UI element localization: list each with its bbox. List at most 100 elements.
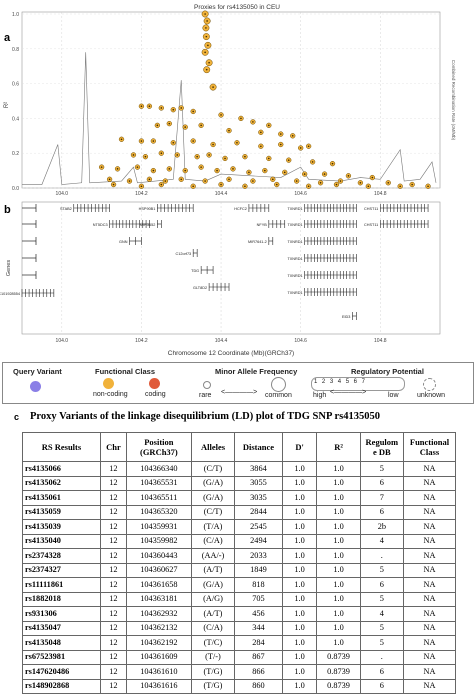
table-header-row: RS Results Chr Position (GRCh37) Alleles Dis… xyxy=(22,432,457,462)
table-cell: 1.0 xyxy=(281,591,318,607)
panel-a-right-label: Combined Recombination Rate (cM/Mb) xyxy=(451,60,456,141)
gene-label: TXNRD1 xyxy=(287,274,302,278)
table-cell: NA xyxy=(402,519,457,535)
ld-point-center xyxy=(240,117,242,120)
ld-point-center xyxy=(184,169,187,172)
legend-rare: rare xyxy=(199,392,212,399)
ld-point-center xyxy=(427,185,429,188)
table-cell: (A/T) xyxy=(190,562,236,578)
table-cell: NA xyxy=(402,504,457,520)
table-cell: 5 xyxy=(359,635,404,651)
table-cell: 1.0 xyxy=(316,490,361,506)
ld-point-center xyxy=(168,168,171,170)
legend-non-coding: non-coding xyxy=(93,391,128,398)
table-cell: 1849 xyxy=(234,562,283,578)
table-cell: 1.0 xyxy=(281,475,318,491)
rare-circle xyxy=(203,381,211,389)
table-cell: 705 xyxy=(234,591,283,607)
a-ytick-label: 0.4 xyxy=(12,116,19,122)
panel-a-chart: Proxies for rs4135050 in CEU 1.0 0.8 0.6 0.… xyxy=(4,4,456,197)
gene-label: TXNRD1 xyxy=(287,240,302,244)
ld-point-center xyxy=(148,178,151,181)
ld-point-center xyxy=(224,157,226,160)
ld-point-center xyxy=(120,138,123,141)
ld-point-center xyxy=(196,155,198,158)
gene-label: CHST11 xyxy=(364,223,378,227)
table-cell: rs4135048 xyxy=(22,635,101,651)
ld-point-center xyxy=(268,157,270,160)
ld-point-center xyxy=(205,35,208,38)
table-cell: (C/T) xyxy=(190,461,236,477)
ld-proxy-table: RS Results Chr Position (GRCh37) Alleles Dis… xyxy=(22,432,457,694)
ld-point-center xyxy=(205,27,207,29)
table-cell: 4 xyxy=(359,606,404,622)
table-cell: 1.0 xyxy=(281,533,318,549)
ld-point-center xyxy=(287,159,290,161)
ld-point-center xyxy=(184,126,187,128)
ld-point-center xyxy=(279,133,282,135)
ld-point-center xyxy=(303,173,306,175)
gene-label: MIR3652 xyxy=(140,223,155,227)
table-cell: 1.0 xyxy=(281,548,318,564)
coding-dot xyxy=(149,378,160,389)
table-cell: 12 xyxy=(99,606,127,622)
table-header-cell: Distance xyxy=(234,432,283,462)
table-cell: 12 xyxy=(99,620,127,636)
legend-coding: coding xyxy=(145,391,166,398)
ld-point-center xyxy=(244,155,246,158)
table-cell: 344 xyxy=(234,620,283,636)
table-cell: . xyxy=(359,548,404,564)
b-xtick-label: 104.8 xyxy=(374,338,387,344)
a-xtick-label: 104.4 xyxy=(215,191,228,197)
table-cell: rs4135061 xyxy=(22,490,101,506)
panel-a-grid xyxy=(22,12,440,189)
ld-point-center xyxy=(132,154,135,156)
ld-point-center xyxy=(228,129,230,132)
table-row: rs2374328 12 104360443 (AA/-) 2033 1.0 1.0. NA xyxy=(22,548,457,564)
panel-b-ylabel: Genes xyxy=(6,260,12,276)
ld-point-center xyxy=(307,145,310,148)
table-cell: 104361616 xyxy=(125,678,192,694)
table-cell: 104362132 xyxy=(125,620,192,636)
table-cell: NA xyxy=(402,562,457,578)
table-cell: 1.0 xyxy=(316,562,361,578)
gene-tracks: STAB2 NT5DC3 GNN HSP90B1 MIR3652 C12orf73 TDG G… xyxy=(0,204,429,320)
table-cell: 1.0 xyxy=(316,635,361,651)
ld-point-center xyxy=(220,114,222,116)
ld-point-center xyxy=(252,121,254,123)
ld-point-center xyxy=(319,181,322,184)
ld-point-center xyxy=(399,185,401,188)
panel-b-x-ticks: 104.0 104.2 104.4 104.6 104.8 xyxy=(56,338,387,344)
panel-a-letter: a xyxy=(4,32,11,44)
table-cell: NA xyxy=(402,475,457,491)
ld-point-center xyxy=(208,61,210,64)
table-cell: rs67523981 xyxy=(22,649,101,665)
reg-potential-bar xyxy=(311,377,405,391)
ld-point-center xyxy=(172,108,175,111)
table-cell: 4 xyxy=(359,533,404,549)
table-cell: NA xyxy=(402,678,457,694)
table-cell: 1.0 xyxy=(316,475,361,491)
gene-label: EID3 xyxy=(342,315,350,319)
table-cell: 1.0 xyxy=(281,461,318,477)
ld-point-center xyxy=(212,143,214,146)
table-cell: rs2374328 xyxy=(22,548,101,564)
table-cell: 6 xyxy=(359,577,404,593)
ld-point-center xyxy=(260,131,262,134)
a-xtick-label: 104.8 xyxy=(374,191,387,197)
ld-point-center xyxy=(264,169,266,172)
table-cell: 104365531 xyxy=(125,475,192,491)
table-cell: NA xyxy=(402,490,457,506)
ld-point-center xyxy=(152,140,155,142)
table-cell: (C/T) xyxy=(190,504,236,520)
table-cell: rs2374327 xyxy=(22,562,101,578)
table-row: rs1882018 12 104363181 (A/G) 705 1.0 1.0 5 NA xyxy=(22,591,457,607)
ld-point-center xyxy=(279,143,282,146)
table-cell: 6 xyxy=(359,475,404,491)
ld-point-center xyxy=(172,141,175,144)
table-cell: (T/G) xyxy=(190,678,236,694)
ld-point-center xyxy=(291,135,294,137)
gene-label: TXNRD1 xyxy=(287,291,302,295)
panel-a-x-ticks: 104.0 104.2 104.4 104.6 104.8 xyxy=(56,191,387,197)
ld-point-center xyxy=(335,183,338,186)
